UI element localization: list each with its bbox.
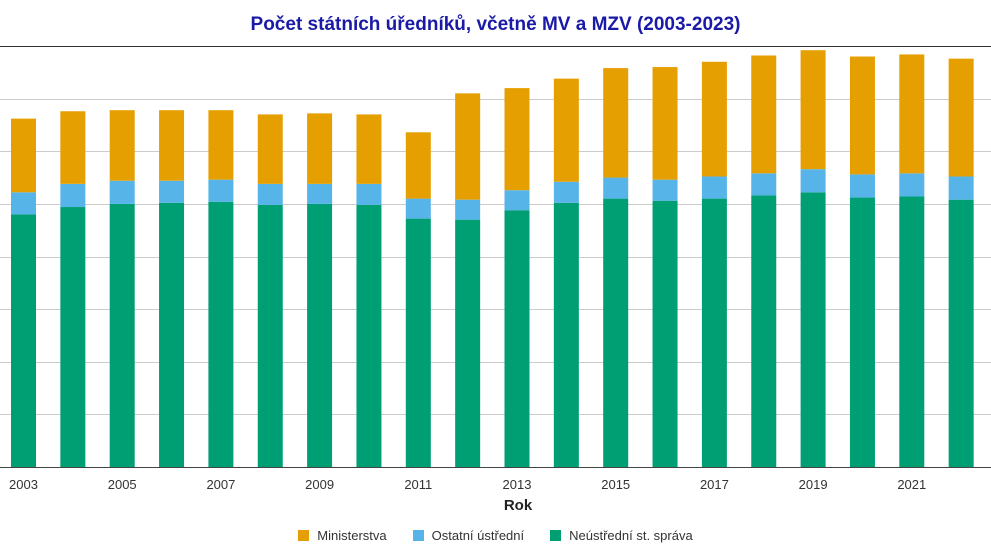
bar-segment	[553, 78, 579, 182]
x-tick-label: 2003	[9, 477, 38, 492]
x-tick-label: 2011	[404, 477, 432, 492]
bar-segment	[701, 61, 727, 177]
legend-label: Ministerstva	[317, 528, 387, 543]
bar-segment	[356, 183, 382, 205]
bar-segment	[899, 196, 925, 467]
bar-segment	[800, 192, 826, 468]
bar-segment	[899, 173, 925, 197]
bar-segment	[652, 179, 678, 201]
bar-segment	[849, 174, 875, 198]
bar-segment	[603, 177, 629, 199]
bar-segment	[109, 110, 135, 181]
x-axis-title: Rok	[504, 497, 533, 514]
bar-segment	[159, 202, 185, 467]
bar-segment	[109, 180, 135, 204]
bar-segment	[405, 198, 431, 219]
bar-segment	[553, 181, 579, 203]
bar-segment	[11, 214, 36, 467]
bar-segment	[455, 199, 481, 220]
bar-segment	[11, 192, 36, 215]
bar-segment	[652, 200, 678, 467]
legend: Ministerstva Ostatní ústřední Neústřední s…	[0, 528, 991, 543]
legend-item[interactable]: Ostatní ústřední	[412, 528, 525, 543]
bar-segment	[948, 58, 974, 177]
bar-segment	[751, 195, 777, 467]
legend-item[interactable]: Neústřední st. správa	[550, 528, 693, 543]
bar-segment	[455, 93, 481, 200]
bar-segment	[257, 114, 283, 184]
x-tick-label: 2007	[206, 477, 235, 492]
bar-segment	[208, 179, 234, 202]
bar-segment	[849, 56, 875, 175]
bar-segment	[60, 111, 86, 184]
bar-segment	[948, 199, 974, 468]
bar-segment	[257, 183, 283, 205]
bar-segment	[701, 198, 727, 468]
bar-segment	[751, 173, 777, 196]
bar-segment	[701, 176, 727, 199]
bar-segment	[899, 54, 925, 174]
x-tick-label: 2019	[799, 477, 828, 492]
bar-segment	[60, 207, 86, 467]
bar-segment	[257, 204, 283, 467]
bar-segment	[849, 197, 875, 467]
bar-segment	[159, 110, 185, 181]
legend-label: Neústřední st. správa	[569, 528, 693, 543]
bar-segment	[208, 201, 234, 467]
x-tick-label: 2017	[700, 477, 729, 492]
bar-segment	[603, 68, 629, 178]
bar-segment	[652, 67, 678, 180]
bar-segment	[307, 113, 333, 184]
bar-segment	[307, 203, 333, 468]
x-tick-label: 2005	[108, 477, 137, 492]
bar-segment	[11, 118, 36, 193]
x-tick-label: 2013	[503, 477, 532, 492]
x-tick-label: 2021	[897, 477, 926, 492]
bar-segment	[504, 210, 530, 467]
bar-segment	[800, 50, 826, 170]
bar-segment	[159, 180, 185, 203]
bar-segment	[356, 114, 382, 184]
bar-segment	[504, 88, 530, 191]
chart-title: Počet státních úředníků, včetně MV a MZV…	[250, 14, 741, 35]
bar-segment	[553, 202, 579, 467]
bar-segment	[455, 219, 481, 467]
legend-swatch	[412, 530, 424, 541]
bar-segment	[307, 183, 333, 204]
bar-segment	[356, 204, 382, 467]
legend-item[interactable]: Ministerstva	[298, 528, 387, 543]
bar-segment	[109, 203, 135, 468]
legend-swatch	[550, 530, 562, 541]
bar-segment	[603, 198, 629, 468]
bar-segment	[504, 190, 530, 211]
bar-segment	[405, 218, 431, 467]
bar-segment	[60, 183, 86, 208]
bar-segment	[948, 176, 974, 200]
x-tick-label: 2015	[601, 477, 630, 492]
bar-segment	[405, 132, 431, 199]
legend-label: Ostatní ústřední	[431, 528, 525, 543]
bar-segment	[208, 110, 234, 180]
bar-segment	[800, 169, 826, 193]
bar-segment	[751, 55, 777, 174]
legend-swatch	[298, 530, 310, 541]
x-tick-label: 2009	[305, 477, 334, 492]
